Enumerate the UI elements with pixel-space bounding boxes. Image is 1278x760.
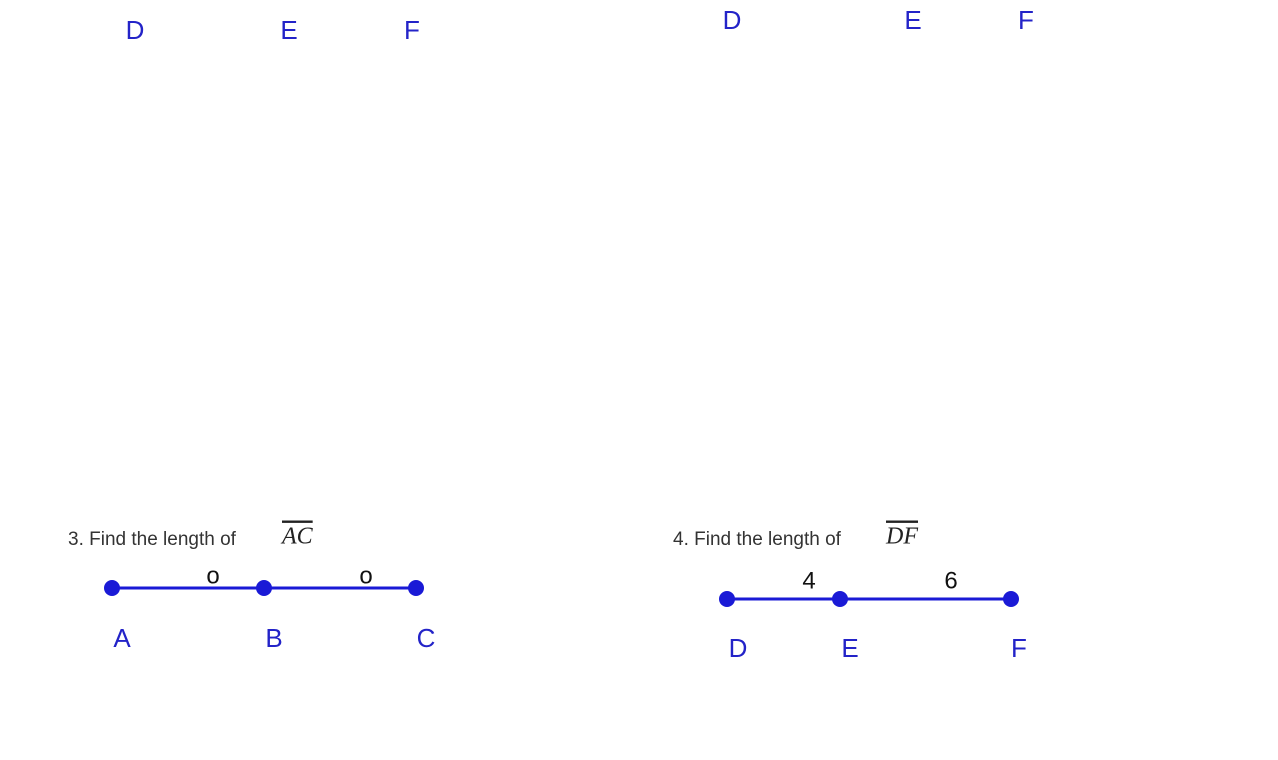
point-label: D xyxy=(729,633,748,663)
point xyxy=(832,591,848,607)
point xyxy=(408,580,424,596)
point xyxy=(256,580,272,596)
point-label: D xyxy=(723,5,742,35)
segment-label: 4 xyxy=(802,567,815,594)
point-label: B xyxy=(265,623,282,653)
point-label: E xyxy=(904,5,921,35)
point-label: F xyxy=(1018,5,1034,35)
point-label: F xyxy=(404,15,420,45)
segment-name: AC xyxy=(280,524,314,550)
point xyxy=(104,580,120,596)
point-label: C xyxy=(417,623,436,653)
prompt: 4. Find the length of xyxy=(673,529,842,550)
segment-label: o xyxy=(359,562,372,589)
prompt: 3. Find the length of xyxy=(68,529,237,550)
segment-name: DF xyxy=(885,524,918,550)
point-label: E xyxy=(280,15,297,45)
point-label: A xyxy=(113,623,131,653)
point-label: E xyxy=(841,633,858,663)
point xyxy=(1003,591,1019,607)
point-label: D xyxy=(126,15,145,45)
segment-label: 6 xyxy=(944,567,957,594)
point-label: F xyxy=(1011,633,1027,663)
segment-label: o xyxy=(206,562,219,589)
point xyxy=(719,591,735,607)
